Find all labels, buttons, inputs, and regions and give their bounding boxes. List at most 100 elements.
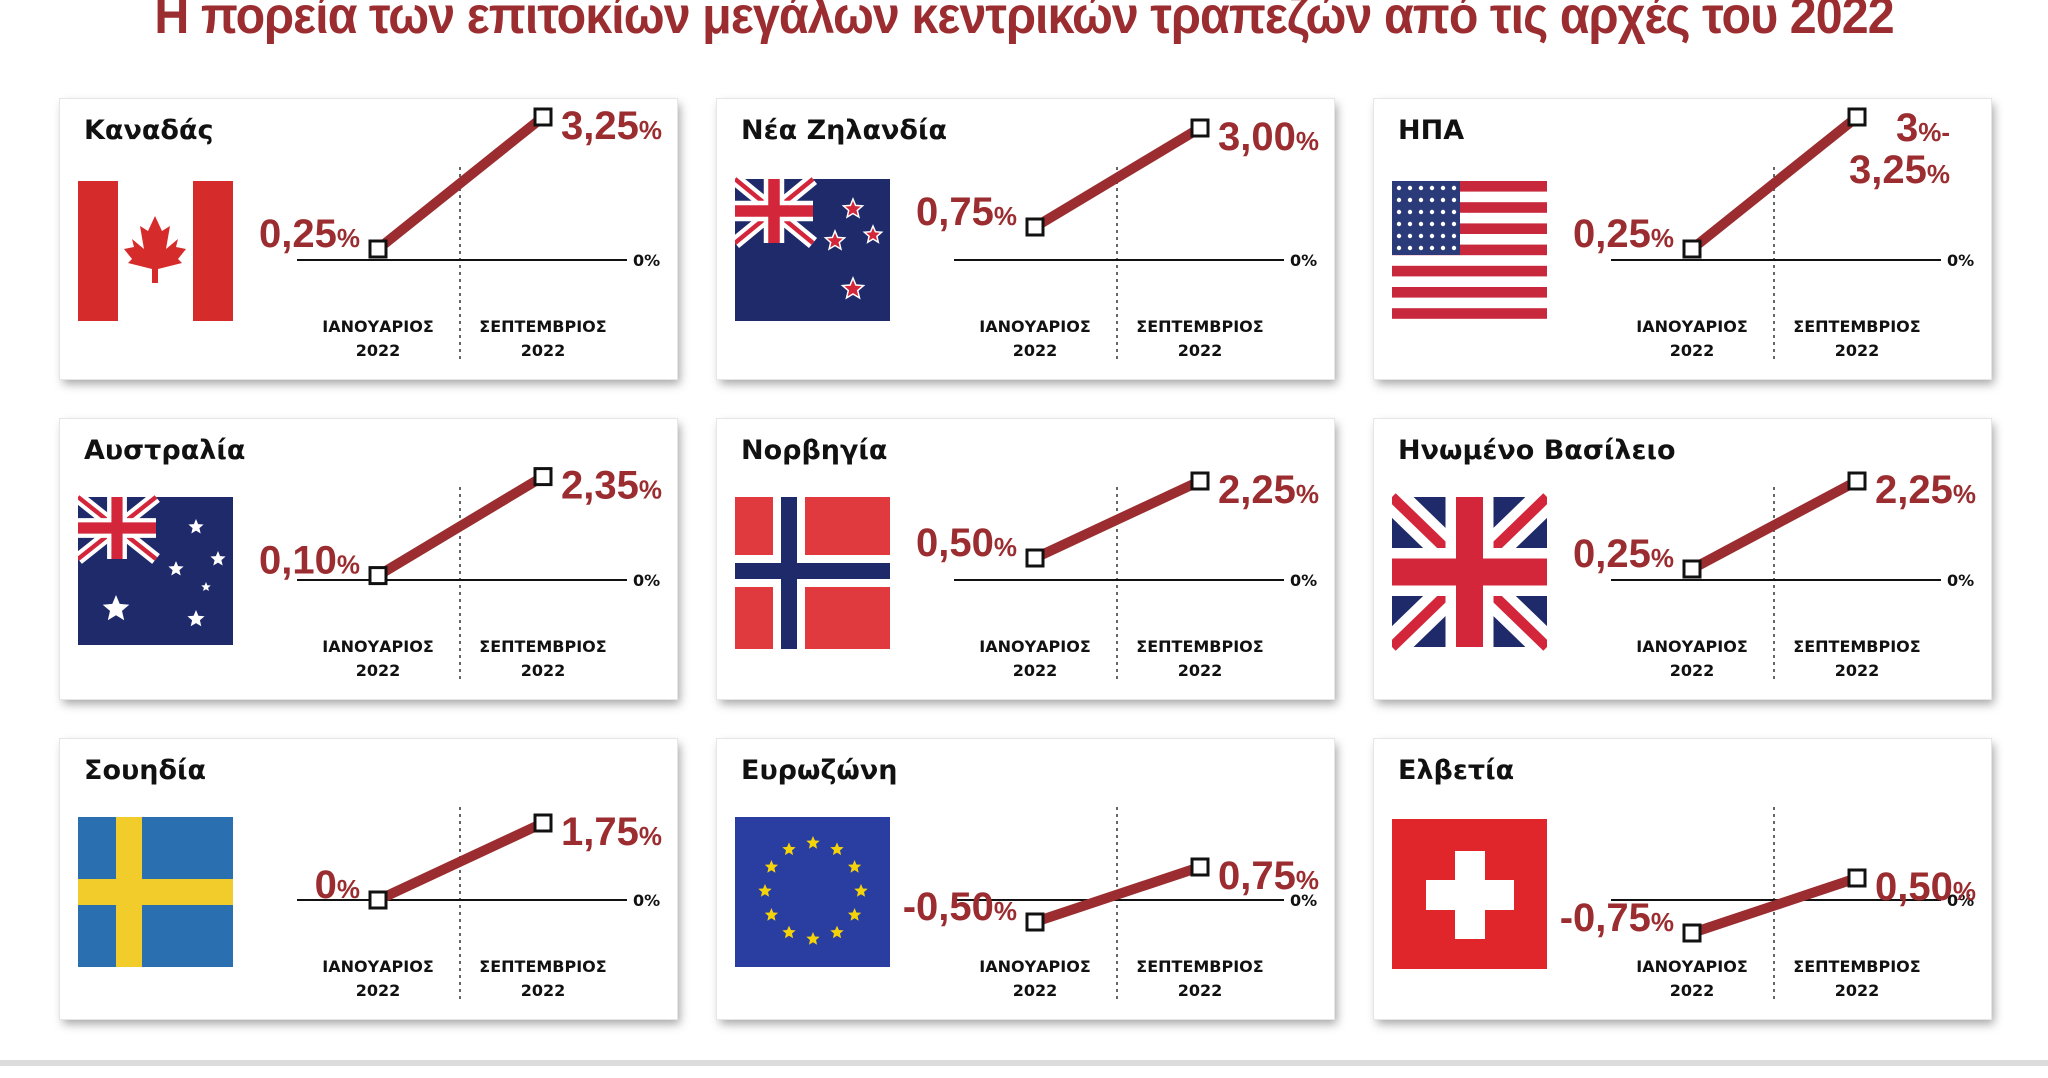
uk-flag-icon [1392,491,1547,651]
country-name: Νέα Ζηλανδία [741,115,948,146]
value-label-january: 0,25% [259,212,360,256]
x-tick-september: ΣΕΠΤΕΜΒΡΙΟΣ [479,957,606,976]
x-tick-september-year: 2022 [1835,661,1880,680]
x-tick-january: ΙΑΝΟΥΑΡΙΟΣ [979,637,1091,656]
rate-panel: Ελβετία 0% ΙΑΝΟΥΑΡΙΟΣ 2022 ΣΕΠΤΕΜΒΡΙΟΣ 2… [1374,739,1991,1019]
australia-flag-icon [78,491,233,651]
x-tick-january-year: 2022 [1670,981,1715,1000]
value-label-january: 0,25% [1573,532,1674,576]
point-january [1682,559,1702,579]
value-label-january: 0,10% [259,539,360,583]
x-tick-september: ΣΕΠΤΕΜΒΡΙΟΣ [1793,957,1920,976]
zero-label: 0% [1947,891,1974,910]
zero-label: 0% [633,251,660,270]
rate-line [1032,123,1203,232]
zero-label: 0% [1290,251,1317,270]
x-tick-september: ΣΕΠΤΕΜΒΡΙΟΣ [1136,317,1263,336]
x-tick-january-year: 2022 [1013,661,1058,680]
sweden-flag-icon [78,811,233,971]
rate-line [1689,476,1860,574]
rate-line [375,472,546,580]
rate-line [374,113,547,253]
x-tick-september: ΣΕΠΤΕΜΒΡΙΟΣ [1793,637,1920,656]
x-tick-september-year: 2022 [521,981,566,1000]
value-label-january: -0,50% [903,885,1017,929]
value-label-january: -0,75% [1560,896,1674,940]
page-title: Η πορεία των επιτοκίων μεγάλων κεντρικών… [154,0,1894,45]
point-september [1190,471,1210,491]
value-label-september: 1,75% [561,810,662,854]
rate-panel: Αυστραλία 0% ΙΑΝΟΥΑΡΙΟΣ 2022 ΣΕΠΤΕΜΒΡΙΟΣ… [60,419,677,699]
country-name: Σουηδία [84,755,207,786]
x-tick-january-year: 2022 [1670,341,1715,360]
point-september [1190,857,1210,877]
zero-label: 0% [1290,891,1317,910]
value-label-september: 3,25% [561,104,662,148]
rate-line [1032,476,1203,563]
country-name: Αυστραλία [84,435,246,466]
rate-panel: Ευρωζώνη 0% ΙΑΝΟΥΑΡΙΟΣ 2022 ΣΕΠΤΕΜΒΡΙΟΣ … [717,739,1334,1019]
country-name: ΗΠΑ [1398,115,1465,146]
x-tick-january: ΙΑΝΟΥΑΡΙΟΣ [979,317,1091,336]
point-january [1025,217,1045,237]
x-tick-january-year: 2022 [1670,661,1715,680]
zero-label: 0% [1290,571,1317,590]
point-september [533,467,553,487]
rate-panel: ΗΠΑ 0% ΙΑΝΟΥΑΡΙΟΣ 2022 ΣΕΠΤΕΜΒΡΙΟΣ 2022 0… [1374,99,1991,379]
value-label-september: 0,75% [1218,854,1319,898]
x-tick-january-year: 2022 [356,981,401,1000]
x-tick-september-year: 2022 [1178,661,1223,680]
zero-label: 0% [633,891,660,910]
x-tick-january-year: 2022 [356,341,401,360]
x-tick-january-year: 2022 [356,661,401,680]
country-name: Ηνωμένο Βασίλειο [1398,435,1676,466]
x-tick-january: ΙΑΝΟΥΑΡΙΟΣ [1636,637,1748,656]
rate-line [1688,113,1861,253]
value-label-january: 0% [315,863,360,907]
rate-panel: Νορβηγία 0% ΙΑΝΟΥΑΡΙΟΣ 2022 ΣΕΠΤΕΜΒΡΙΟΣ … [717,419,1334,699]
rate-panel: Σουηδία 0% ΙΑΝΟΥΑΡΙΟΣ 2022 ΣΕΠΤΕΜΒΡΙΟΣ 2… [60,739,677,1019]
x-tick-january: ΙΑΝΟΥΑΡΙΟΣ [322,317,434,336]
point-january [368,239,388,259]
x-tick-january-year: 2022 [1013,341,1058,360]
point-january [1025,912,1045,932]
x-tick-september-year: 2022 [521,341,566,360]
canada-flag-icon [78,171,233,331]
x-tick-september-year: 2022 [1178,981,1223,1000]
rate-line [1690,873,1859,938]
switzerland-flag-icon [1392,811,1547,971]
value-label-january: 0,75% [916,190,1017,234]
x-tick-january-year: 2022 [1013,981,1058,1000]
point-september [533,813,553,833]
x-tick-january: ΙΑΝΟΥΑΡΙΟΣ [1636,957,1748,976]
point-september [1190,118,1210,138]
x-tick-january: ΙΑΝΟΥΑΡΙΟΣ [322,637,434,656]
point-january [1682,923,1702,943]
point-january [1682,239,1702,259]
eu-flag-icon [735,811,890,971]
country-name: Καναδάς [84,115,214,146]
value-label-september: 2,25% [1218,468,1319,512]
point-september [1847,107,1867,127]
country-name: Νορβηγία [741,435,888,466]
x-tick-september-year: 2022 [1178,341,1223,360]
value-label-january: 0,50% [916,521,1017,565]
x-tick-january: ΙΑΝΟΥΑΡΙΟΣ [322,957,434,976]
zero-label: 0% [1947,571,1974,590]
rate-panel: Νέα Ζηλανδία 0% ΙΑΝΟΥΑΡΙΟΣ 2022 ΣΕΠΤΕΜΒΡ… [717,99,1334,379]
value-label-september: 3%-3,25% [1849,106,1950,192]
point-september [533,107,553,127]
new-zealand-flag-icon [735,171,890,331]
point-september [1847,471,1867,491]
x-tick-september: ΣΕΠΤΕΜΒΡΙΟΣ [1136,957,1263,976]
country-name: Ελβετία [1398,755,1515,786]
rate-panel: Καναδάς 0% ΙΑΝΟΥΑΡΙΟΣ 2022 ΣΕΠΤΕΜΒΡΙΟΣ 2… [60,99,677,379]
x-tick-january: ΙΑΝΟΥΑΡΙΟΣ [1636,317,1748,336]
point-january [368,890,388,910]
x-tick-september: ΣΕΠΤΕΜΒΡΙΟΣ [1136,637,1263,656]
value-label-september: 2,25% [1875,468,1976,512]
point-january [1025,548,1045,568]
norway-flag-icon [735,491,890,651]
value-label-january: 0,25% [1573,212,1674,256]
x-tick-september-year: 2022 [1835,341,1880,360]
